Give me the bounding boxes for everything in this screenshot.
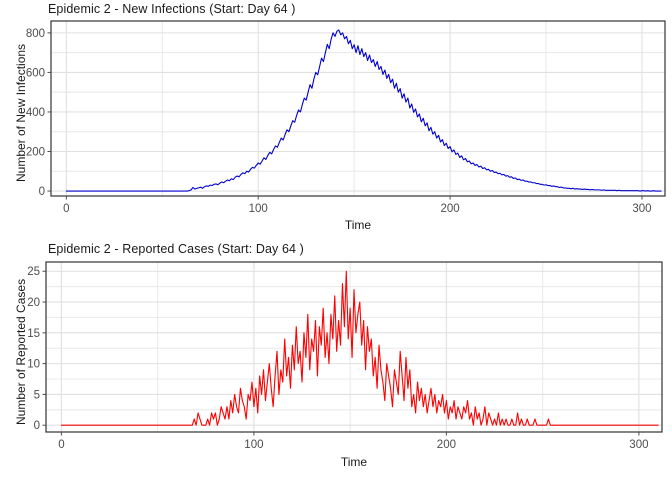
svg-text:0: 0 xyxy=(63,203,69,215)
chart-title-reported-cases: Epidemic 2 - Reported Cases (Start: Day … xyxy=(48,242,304,256)
chart-panel-new-infections: Epidemic 2 - New Infections (Start: Day … xyxy=(14,2,666,232)
svg-text:300: 300 xyxy=(629,439,648,451)
plot-area-new-infections: 0 200 400 600 800 0 100 200 300 xyxy=(26,20,666,215)
svg-text:0: 0 xyxy=(39,186,45,198)
plot-area-reported-cases: 0 5 10 15 20 25 0 100 200 300 xyxy=(27,261,663,451)
svg-text:25: 25 xyxy=(27,266,40,278)
svg-text:20: 20 xyxy=(27,297,40,309)
svg-text:200: 200 xyxy=(26,147,45,159)
svg-text:100: 100 xyxy=(249,203,268,215)
svg-text:10: 10 xyxy=(27,359,40,371)
chart-panel-reported-cases: Epidemic 2 - Reported Cases (Start: Day … xyxy=(0,240,672,480)
svg-text:0: 0 xyxy=(34,420,40,432)
svg-text:800: 800 xyxy=(26,28,45,40)
x-axis-title-reported-cases: Time xyxy=(340,455,368,469)
svg-text:100: 100 xyxy=(244,439,263,451)
svg-text:5: 5 xyxy=(34,389,40,401)
svg-text:400: 400 xyxy=(26,107,45,119)
svg-text:0: 0 xyxy=(58,439,64,451)
svg-text:600: 600 xyxy=(26,67,45,79)
svg-text:200: 200 xyxy=(437,439,456,451)
chart-title-new-infections: Epidemic 2 - New Infections (Start: Day … xyxy=(48,2,296,16)
x-axis-title-new-infections: Time xyxy=(344,218,372,232)
svg-text:15: 15 xyxy=(27,328,40,340)
svg-text:200: 200 xyxy=(441,203,460,215)
svg-text:300: 300 xyxy=(632,203,651,215)
